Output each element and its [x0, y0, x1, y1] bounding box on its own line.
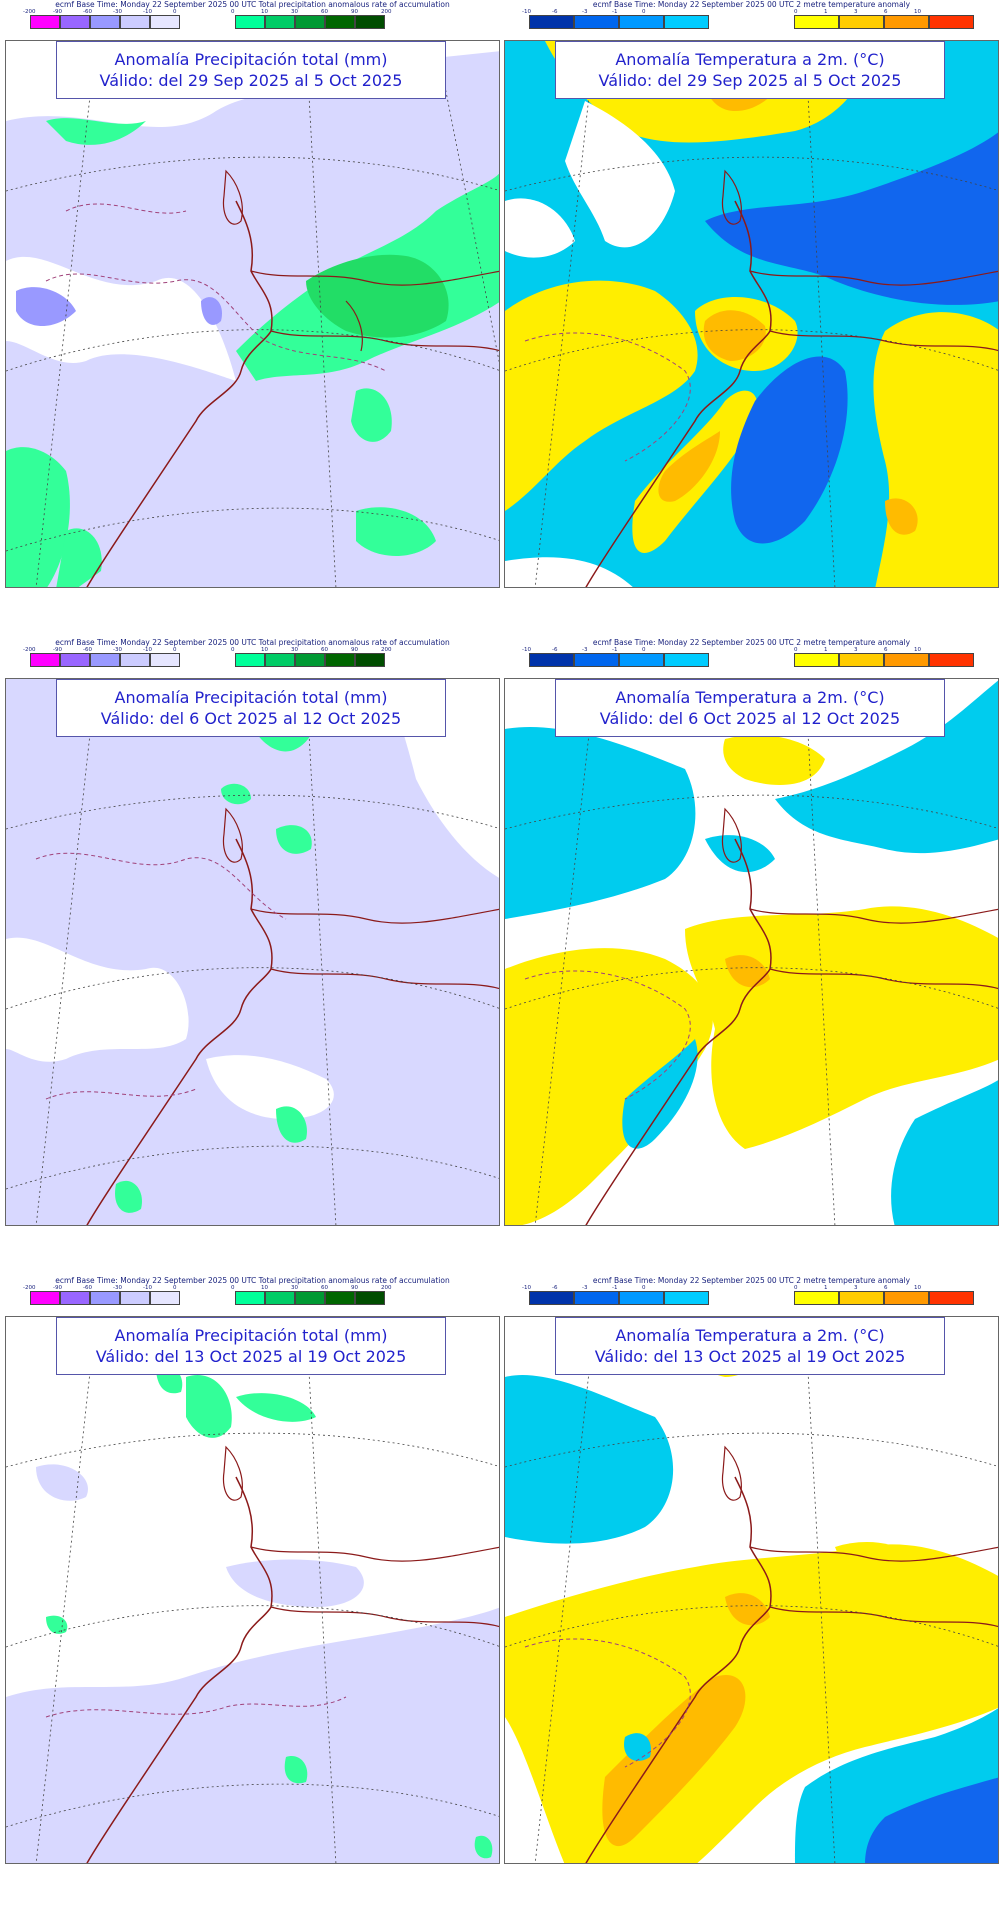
- map-area: Anomalía Temperatura a 2m. (°C) Válido: …: [504, 678, 999, 1226]
- map-title-box: Anomalía Precipitación total (mm) Válido…: [56, 679, 446, 737]
- map-title-line2: Válido: del 13 Oct 2025 al 19 Oct 2025: [95, 1347, 407, 1366]
- base-time-label: ecmf Base Time: Monday 22 September 2025…: [55, 638, 450, 647]
- map-title-line1: Anomalía Temperatura a 2m. (°C): [615, 688, 885, 707]
- legend-precip-negative: [30, 1291, 180, 1305]
- legend-temp-negative: [529, 15, 709, 29]
- legend-header: ecmf Base Time: Monday 22 September 2025…: [504, 1276, 999, 1314]
- base-time-label: ecmf Base Time: Monday 22 September 2025…: [592, 638, 911, 647]
- map-title-line1: Anomalía Temperatura a 2m. (°C): [615, 50, 885, 69]
- legend-pos-ticks: 0 1 3 6 10: [794, 9, 921, 15]
- map-title-line2: Válido: del 29 Sep 2025 al 5 Oct 2025: [598, 71, 902, 90]
- map-area: Anomalía Temperatura a 2m. (°C) Válido: …: [504, 1316, 999, 1864]
- map-panel-temp-week2: ecmf Base Time: Monday 22 September 2025…: [504, 638, 999, 1228]
- legend-temp-negative: [529, 653, 709, 667]
- legend-neg-ticks: -10 -6 -3 -1 0: [522, 1285, 646, 1291]
- map-title-box: Anomalía Precipitación total (mm) Válido…: [56, 41, 446, 99]
- legend-header: ecmf Base Time: Monday 22 September 2025…: [5, 1276, 500, 1314]
- map-title-line1: Anomalía Precipitación total (mm): [114, 688, 388, 707]
- map-title-line2: Válido: del 6 Oct 2025 al 12 Oct 2025: [100, 709, 402, 728]
- legend-header: ecmf Base Time: Monday 22 September 2025…: [5, 0, 500, 38]
- map-panel-precip-week2: ecmf Base Time: Monday 22 September 2025…: [5, 638, 500, 1228]
- base-time-label: ecmf Base Time: Monday 22 September 2025…: [592, 1276, 911, 1285]
- map-graphic: [6, 1317, 499, 1863]
- legend-pos-ticks: 0 10 30 60 90 200: [231, 1285, 392, 1291]
- legend-precip-negative: [30, 15, 180, 29]
- legend-header: ecmf Base Time: Monday 22 September 2025…: [5, 638, 500, 676]
- legend-precip-positive: [235, 1291, 385, 1305]
- map-graphic: [505, 679, 998, 1225]
- legend-neg-ticks: -10 -6 -3 -1 0: [522, 647, 646, 653]
- legend-temp-negative: [529, 1291, 709, 1305]
- legend-pos-ticks: 0 1 3 6 10: [794, 1285, 921, 1291]
- legend-pos-ticks: 0 1 3 6 10: [794, 647, 921, 653]
- legend-header: ecmf Base Time: Monday 22 September 2025…: [504, 0, 999, 38]
- legend-precip-positive: [235, 15, 385, 29]
- map-title-line1: Anomalía Precipitación total (mm): [114, 1326, 388, 1345]
- legend-neg-ticks: -200 -90 -60 -30 -10 0: [23, 1285, 177, 1291]
- legend-temp-positive: [794, 1291, 974, 1305]
- base-time-label: ecmf Base Time: Monday 22 September 2025…: [592, 0, 911, 9]
- legend-header: ecmf Base Time: Monday 22 September 2025…: [504, 638, 999, 676]
- legend-neg-ticks: -10 -6 -3 -1 0: [522, 9, 646, 15]
- map-title-line2: Válido: del 13 Oct 2025 al 19 Oct 2025: [594, 1347, 906, 1366]
- map-panel-precip-week1: ecmf Base Time: Monday 22 September 2025…: [5, 0, 500, 590]
- map-area: Anomalía Precipitación total (mm) Válido…: [5, 678, 500, 1226]
- map-title-box: Anomalía Temperatura a 2m. (°C) Válido: …: [555, 41, 945, 99]
- map-graphic: [505, 41, 998, 587]
- map-area: Anomalía Precipitación total (mm) Válido…: [5, 1316, 500, 1864]
- legend-temp-positive: [794, 653, 974, 667]
- map-title-line2: Válido: del 6 Oct 2025 al 12 Oct 2025: [599, 709, 901, 728]
- legend-precip-positive: [235, 653, 385, 667]
- legend-precip-negative: [30, 653, 180, 667]
- base-time-label: ecmf Base Time: Monday 22 September 2025…: [55, 1276, 450, 1285]
- map-title-box: Anomalía Temperatura a 2m. (°C) Válido: …: [555, 1317, 945, 1375]
- map-panel-temp-week1: ecmf Base Time: Monday 22 September 2025…: [504, 0, 999, 590]
- map-area: Anomalía Temperatura a 2m. (°C) Válido: …: [504, 40, 999, 588]
- base-time-label: ecmf Base Time: Monday 22 September 2025…: [55, 0, 450, 9]
- map-title-box: Anomalía Precipitación total (mm) Válido…: [56, 1317, 446, 1375]
- legend-neg-ticks: -200 -90 -60 -30 -10 0: [23, 9, 177, 15]
- map-title-line1: Anomalía Temperatura a 2m. (°C): [615, 1326, 885, 1345]
- map-panel-precip-week3: ecmf Base Time: Monday 22 September 2025…: [5, 1276, 500, 1866]
- legend-pos-ticks: 0 10 30 60 90 200: [231, 647, 392, 653]
- legend-pos-ticks: 0 10 30 60 90 200: [231, 9, 392, 15]
- map-panel-temp-week3: ecmf Base Time: Monday 22 September 2025…: [504, 1276, 999, 1866]
- map-graphic: [6, 679, 499, 1225]
- map-title-box: Anomalía Temperatura a 2m. (°C) Válido: …: [555, 679, 945, 737]
- legend-temp-positive: [794, 15, 974, 29]
- map-title-line1: Anomalía Precipitación total (mm): [114, 50, 388, 69]
- legend-neg-ticks: -200 -90 -60 -30 -10 0: [23, 647, 177, 653]
- map-graphic: [505, 1317, 998, 1863]
- map-graphic: [6, 41, 499, 587]
- map-area: Anomalía Precipitación total (mm) Válido…: [5, 40, 500, 588]
- map-title-line2: Válido: del 29 Sep 2025 al 5 Oct 2025: [99, 71, 403, 90]
